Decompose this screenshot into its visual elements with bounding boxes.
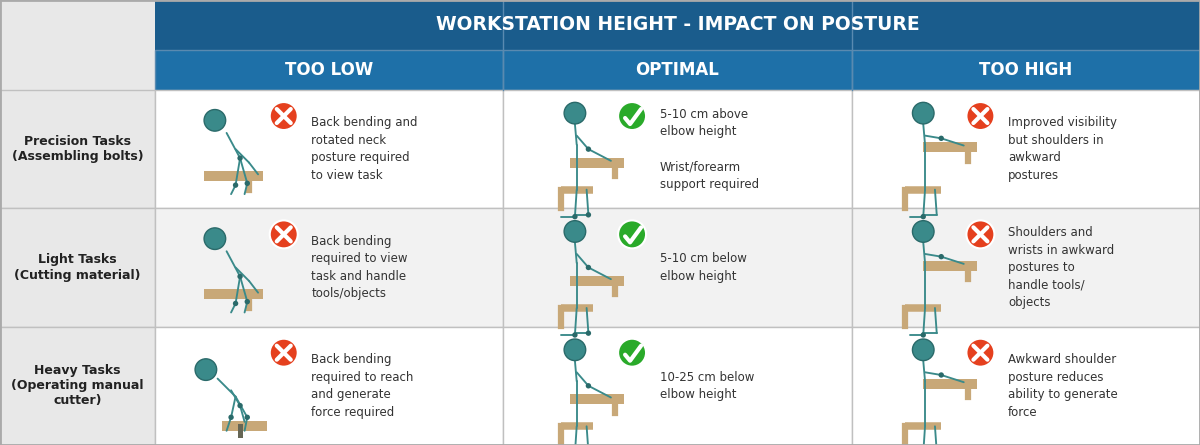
Text: Back bending
required to reach
and generate
force required: Back bending required to reach and gener…: [311, 353, 414, 419]
Circle shape: [196, 359, 217, 380]
Circle shape: [586, 331, 592, 336]
Circle shape: [618, 220, 646, 248]
FancyBboxPatch shape: [0, 90, 155, 208]
Text: OPTIMAL: OPTIMAL: [636, 61, 720, 79]
FancyBboxPatch shape: [155, 327, 503, 445]
Circle shape: [966, 102, 995, 130]
Text: WORKSTATION HEIGHT - IMPACT ON POSTURE: WORKSTATION HEIGHT - IMPACT ON POSTURE: [436, 16, 919, 35]
Circle shape: [938, 136, 944, 141]
Circle shape: [270, 220, 298, 248]
Circle shape: [912, 102, 934, 124]
Circle shape: [618, 339, 646, 367]
Text: Awkward shoulder
posture reduces
ability to generate
force: Awkward shoulder posture reduces ability…: [1008, 353, 1117, 419]
Circle shape: [238, 403, 242, 409]
Circle shape: [204, 109, 226, 131]
Circle shape: [920, 214, 926, 219]
Circle shape: [204, 228, 226, 250]
Circle shape: [912, 339, 934, 360]
FancyBboxPatch shape: [503, 208, 852, 327]
FancyBboxPatch shape: [0, 208, 155, 327]
Circle shape: [938, 254, 944, 259]
FancyBboxPatch shape: [155, 208, 503, 327]
FancyBboxPatch shape: [503, 90, 852, 208]
Text: 10-25 cm below
elbow height: 10-25 cm below elbow height: [660, 371, 754, 401]
Circle shape: [245, 181, 250, 186]
FancyBboxPatch shape: [155, 90, 503, 208]
FancyBboxPatch shape: [503, 50, 852, 90]
Text: Shoulders and
wrists in awkward
postures to
handle tools/
objects: Shoulders and wrists in awkward postures…: [1008, 226, 1115, 309]
FancyBboxPatch shape: [852, 50, 1200, 90]
Circle shape: [586, 383, 592, 388]
Circle shape: [572, 332, 577, 338]
FancyBboxPatch shape: [852, 208, 1200, 327]
Circle shape: [270, 102, 298, 130]
Circle shape: [245, 415, 250, 420]
Circle shape: [228, 415, 234, 420]
Circle shape: [564, 221, 586, 242]
Circle shape: [245, 299, 250, 304]
Circle shape: [564, 339, 586, 360]
Text: Back bending and
rotated neck
posture required
to view task: Back bending and rotated neck posture re…: [311, 117, 418, 182]
Circle shape: [966, 339, 995, 367]
Circle shape: [966, 220, 995, 248]
FancyBboxPatch shape: [852, 327, 1200, 445]
FancyBboxPatch shape: [852, 90, 1200, 208]
Circle shape: [586, 212, 592, 218]
FancyBboxPatch shape: [0, 0, 155, 90]
Circle shape: [912, 221, 934, 242]
Text: TOO LOW: TOO LOW: [286, 61, 373, 79]
Text: 5-10 cm below
elbow height: 5-10 cm below elbow height: [660, 252, 746, 283]
Circle shape: [938, 372, 944, 378]
Circle shape: [270, 339, 298, 367]
Circle shape: [586, 265, 592, 270]
Text: Improved visibility
but shoulders in
awkward
postures: Improved visibility but shoulders in awk…: [1008, 117, 1117, 182]
Circle shape: [564, 102, 586, 124]
Circle shape: [238, 274, 242, 279]
Circle shape: [572, 214, 577, 219]
Text: 5-10 cm above
elbow height

Wrist/forearm
support required: 5-10 cm above elbow height Wrist/forearm…: [660, 108, 758, 190]
Text: Precision Tasks
(Assembling bolts): Precision Tasks (Assembling bolts): [12, 135, 143, 163]
FancyBboxPatch shape: [155, 0, 1200, 50]
Circle shape: [618, 102, 646, 130]
FancyBboxPatch shape: [155, 50, 503, 90]
Circle shape: [233, 301, 239, 306]
Text: Back bending
required to view
task and handle
tools/objects: Back bending required to view task and h…: [311, 235, 408, 300]
FancyBboxPatch shape: [503, 327, 852, 445]
Text: Heavy Tasks
(Operating manual
cutter): Heavy Tasks (Operating manual cutter): [11, 364, 144, 407]
FancyBboxPatch shape: [0, 327, 155, 445]
Text: Light Tasks
(Cutting material): Light Tasks (Cutting material): [14, 254, 140, 282]
Circle shape: [920, 332, 926, 338]
Circle shape: [238, 155, 242, 161]
Circle shape: [586, 146, 592, 152]
Text: TOO HIGH: TOO HIGH: [979, 61, 1073, 79]
Circle shape: [233, 182, 239, 188]
